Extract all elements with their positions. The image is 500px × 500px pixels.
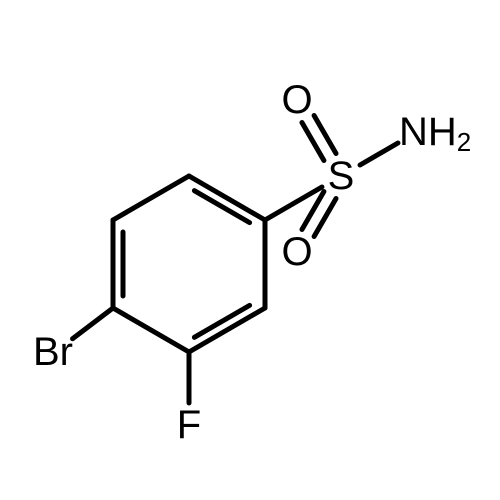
molecule-svg: SO O NH2 F Br [0,0,500,500]
svg-text:Br: Br [33,330,73,374]
svg-text:S: S [328,154,355,198]
svg-text:F: F [177,403,201,447]
svg-text:O: O [281,78,312,122]
svg-text:O: O [281,230,312,274]
svg-text:NH2: NH2 [399,110,471,157]
